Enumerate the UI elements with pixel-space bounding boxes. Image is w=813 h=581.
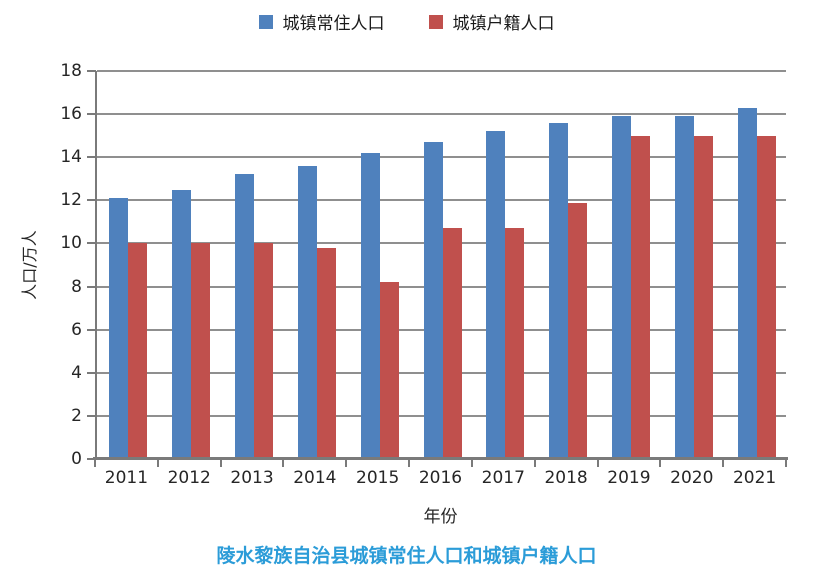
legend-swatch-blue-icon	[258, 14, 273, 29]
y-tick-label-2: 2	[71, 405, 82, 426]
x-tick-mark-11	[785, 460, 787, 467]
y-tick-label-16: 16	[60, 104, 82, 125]
y-tick-mark-2	[87, 414, 96, 417]
gridline-y-16	[97, 113, 786, 116]
x-tick-label-2017: 2017	[481, 468, 525, 488]
bar-2016-registered	[442, 228, 462, 459]
x-tick-label-2021: 2021	[732, 468, 777, 488]
x-tick-label-2016: 2016	[418, 468, 463, 488]
y-tick-label-8: 8	[71, 276, 82, 297]
x-tick-mark-10	[722, 460, 725, 467]
x-tick-mark-3	[282, 460, 285, 467]
x-tick-mark-5	[408, 460, 411, 467]
y-tick-label-6: 6	[71, 319, 82, 340]
x-tick-label-2015: 2015	[356, 468, 400, 488]
y-tick-mark-8	[87, 285, 96, 288]
bar-2013-registered	[254, 243, 274, 459]
x-tick-mark-4	[345, 460, 348, 467]
y-tick-label-14: 14	[60, 147, 82, 168]
bar-2012-resident	[172, 189, 192, 459]
y-tick-mark-4	[87, 371, 96, 374]
bar-2013-resident	[235, 174, 255, 459]
y-tick-mark-0	[87, 458, 96, 460]
x-tick-mark-1	[156, 460, 159, 467]
bar-2019-resident	[611, 116, 631, 459]
bar-2020-registered	[693, 135, 713, 459]
bar-2017-registered	[505, 228, 525, 459]
x-tick-mark-7	[533, 460, 536, 467]
x-tick-mark-6	[470, 460, 473, 467]
x-tick-label-2018: 2018	[544, 468, 588, 488]
x-tick-label-2011: 2011	[104, 468, 149, 488]
gridline-y-18	[97, 70, 786, 72]
bar-2017-resident	[486, 131, 506, 459]
y-tick-label-18: 18	[60, 61, 82, 81]
y-axis-title: 人口/万人	[20, 230, 39, 300]
plot-area	[95, 70, 786, 459]
x-axis-title: 年份	[423, 507, 458, 527]
y-tick-mark-16	[87, 113, 96, 116]
y-tick-mark-6	[87, 328, 96, 331]
bar-2021-registered	[756, 135, 776, 459]
legend-item-resident-population: 城镇常住人口	[258, 9, 385, 34]
y-tick-label-12: 12	[60, 190, 82, 211]
x-tick-label-2020: 2020	[670, 468, 714, 488]
y-tick-label-10: 10	[60, 233, 82, 254]
bar-2021-resident	[737, 107, 757, 459]
x-tick-mark-0	[94, 460, 96, 467]
y-tick-mark-10	[87, 242, 96, 245]
y-tick-mark-18	[87, 70, 96, 72]
legend-label-registered-population: 城镇户籍人口	[452, 14, 555, 34]
bar-2014-resident	[297, 165, 317, 459]
chart-title: 陵水黎族自治县城镇常住人口和城镇户籍人口	[216, 545, 597, 567]
x-tick-label-2012: 2012	[167, 468, 211, 488]
y-tick-mark-12	[87, 199, 96, 202]
x-tick-label-2013: 2013	[230, 468, 274, 488]
bar-2014-registered	[316, 247, 336, 459]
y-tick-mark-14	[87, 156, 96, 159]
bar-2019-registered	[630, 135, 650, 459]
legend-label-resident-population: 城镇常住人口	[282, 14, 385, 34]
bar-2015-resident	[360, 152, 380, 459]
bar-2011-resident	[109, 198, 129, 459]
x-tick-label-2014: 2014	[293, 468, 337, 488]
bar-2018-registered	[568, 202, 588, 459]
bar-2011-registered	[128, 243, 148, 459]
bar-2018-resident	[549, 122, 569, 459]
legend-swatch-red-icon	[428, 14, 443, 29]
x-axis-line	[93, 457, 788, 460]
y-tick-label-0: 0	[71, 449, 82, 469]
bar-2020-resident	[674, 116, 694, 459]
bar-2012-registered	[191, 243, 211, 459]
x-tick-mark-8	[596, 460, 599, 467]
bar-2015-registered	[379, 282, 399, 459]
bar-2016-resident	[423, 142, 443, 459]
legend: 城镇常住人口 城镇户籍人口	[0, 9, 813, 34]
y-tick-label-4: 4	[71, 362, 82, 383]
x-tick-label-2019: 2019	[607, 468, 651, 488]
x-tick-mark-9	[659, 460, 662, 467]
legend-item-registered-population: 城镇户籍人口	[428, 9, 555, 34]
x-tick-mark-2	[219, 460, 222, 467]
